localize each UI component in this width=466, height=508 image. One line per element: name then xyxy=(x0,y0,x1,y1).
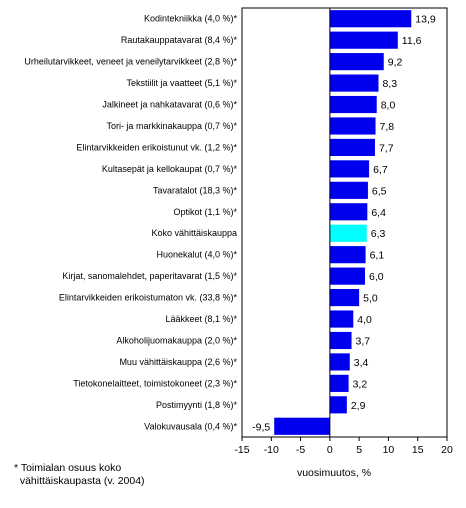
bar xyxy=(329,374,349,392)
value-label: 6,0 xyxy=(369,271,384,283)
bar xyxy=(329,53,384,71)
value-label: 3,2 xyxy=(353,378,368,390)
bar xyxy=(329,353,350,371)
bar xyxy=(329,160,370,178)
category-label: Kodintekniikka (4,0 %)* xyxy=(144,14,238,24)
bar xyxy=(329,288,360,307)
bar xyxy=(329,138,375,157)
bar xyxy=(329,74,379,92)
bar xyxy=(274,417,330,435)
bar xyxy=(329,117,376,135)
bar xyxy=(329,267,365,285)
category-label: Tavaratalot (18,3 %)* xyxy=(153,185,238,195)
category-label: Tori- ja markkinakauppa (0,7 %)* xyxy=(106,121,237,131)
value-label: 3,4 xyxy=(354,357,369,369)
value-label: 6,4 xyxy=(371,207,386,219)
bar xyxy=(329,246,366,264)
value-label: 6,1 xyxy=(370,250,385,262)
bar xyxy=(329,181,368,199)
x-tick-label: -5 xyxy=(296,444,305,456)
value-label: 7,7 xyxy=(379,142,394,154)
category-label: Rautakauppatavarat (8,4 %)* xyxy=(121,35,238,45)
category-label: Kultasepät ja kellokaupat (0,7 %)* xyxy=(102,164,238,174)
category-label: Urheilutarvikkeet, veneet ja veneilytarv… xyxy=(24,57,237,67)
x-tick-label: -15 xyxy=(234,444,249,456)
category-label: Koko vähittäiskauppa xyxy=(151,228,237,238)
value-label: 4,0 xyxy=(357,314,372,326)
bar xyxy=(329,310,354,328)
x-axis-title: vuosimuutos, % xyxy=(297,467,371,479)
category-label: Elintarvikkeiden erikoistunut vk. (1,2 %… xyxy=(76,142,237,152)
value-label: 3,7 xyxy=(356,335,371,347)
category-label: Elintarvikkeiden erikoistumaton vk. (33,… xyxy=(59,293,238,303)
value-label: 8,0 xyxy=(381,100,396,112)
bar-group xyxy=(274,8,412,437)
x-tick-label: -10 xyxy=(264,444,279,456)
category-label: Optikot (1,1 %)* xyxy=(173,207,237,217)
x-tick-label: 20 xyxy=(441,444,453,456)
category-label: Jalkineet ja nahkatavarat (0,6 %)* xyxy=(102,100,237,110)
plot-area xyxy=(241,7,448,438)
value-label: 13,9 xyxy=(415,14,436,26)
bar xyxy=(329,31,398,49)
category-label: Alkoholijuomakauppa (2,0 %)* xyxy=(116,335,237,345)
bar xyxy=(329,396,347,414)
category-label: Muu vähittäiskauppa (2,6 %)* xyxy=(119,357,237,367)
bar xyxy=(329,10,412,28)
value-label: 5,0 xyxy=(363,293,378,305)
bar xyxy=(329,203,368,221)
value-label: 6,7 xyxy=(373,164,388,176)
value-label: 7,8 xyxy=(380,121,395,133)
value-label: 11,6 xyxy=(402,35,422,47)
x-axis-ticks: -15 -10 -5 0 5 10 15 20 xyxy=(234,437,453,456)
bar-highlight xyxy=(329,224,367,242)
bar xyxy=(329,331,352,350)
value-label: 2,9 xyxy=(351,400,366,412)
category-label-group: Kodintekniikka (4,0 %)* Rautakauppatavara… xyxy=(24,14,237,432)
value-label: 6,3 xyxy=(371,228,386,240)
value-label: 6,5 xyxy=(372,185,387,197)
category-label: Postimyynti (1,8 %)* xyxy=(156,400,238,410)
category-label: Lääkkeet (8,1 %)* xyxy=(165,314,237,324)
x-tick-label: 0 xyxy=(327,444,333,456)
footnote: * Toimialan osuus koko vähittäiskaupasta… xyxy=(14,462,145,487)
value-label: 8,3 xyxy=(382,78,397,90)
value-label: -9,5 xyxy=(252,421,270,433)
x-tick-label: 15 xyxy=(412,444,424,456)
category-label: Huonekalut (4,0 %)* xyxy=(156,250,237,260)
x-tick-label: 10 xyxy=(383,444,395,456)
value-label-group: 13,9 11,6 9,2 8,3 8,0 7,8 7,7 6,7 6,5 6,4 6,3 6,1 6,… xyxy=(252,14,436,434)
category-label: Tekstiilit ja vaatteet (5,1 %)* xyxy=(126,78,237,88)
value-label: 9,2 xyxy=(388,57,403,69)
bar xyxy=(329,95,377,114)
category-label: Tietokonelaitteet, toimistokoneet (2,3 %… xyxy=(73,378,237,388)
category-label: Valokuvausala (0,4 %)* xyxy=(144,421,237,431)
x-tick-label: 5 xyxy=(356,444,362,456)
category-label: Kirjat, sanomalehdet, paperitavarat (1,5… xyxy=(62,271,237,281)
